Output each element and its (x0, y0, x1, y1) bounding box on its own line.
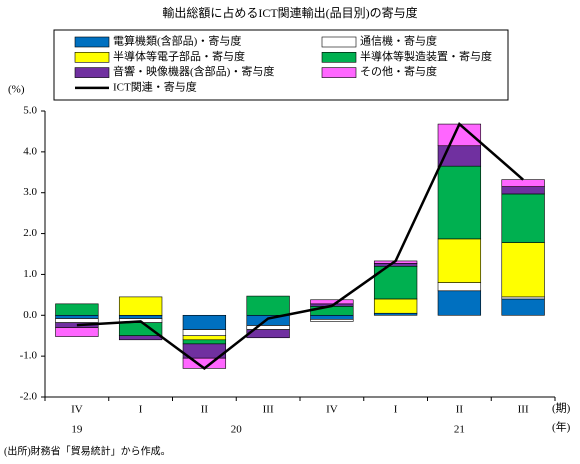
legend-label: 電算機類(含部品)・寄与度 (113, 34, 241, 48)
x-tick-label: IV (71, 404, 83, 416)
group-label: 20 (231, 424, 243, 436)
legend-box (53, 29, 509, 101)
x-tick-label: I (139, 404, 143, 416)
legend-label: 通信機・寄与度 (360, 34, 437, 48)
legend-swatch (74, 67, 110, 78)
group-label: 21 (454, 424, 465, 436)
bar-segment (55, 303, 99, 316)
y-tick-label: -2.0 (20, 391, 38, 403)
bar-segment (373, 298, 418, 314)
bar-segment (310, 319, 354, 322)
x-tick-label: II (456, 404, 464, 416)
bar-segment (501, 296, 545, 300)
bar-segment (118, 296, 163, 316)
chart-title: 輸出総額に占めるICT関連輸出(品目別)の寄与度 (162, 5, 417, 20)
legend-swatch (321, 67, 357, 78)
bar-segment (437, 290, 482, 316)
legend-label: ICT関連・寄与度 (113, 79, 197, 93)
y-tick-label: -1.0 (20, 350, 38, 362)
bar-segment (55, 314, 99, 319)
x-tick-label: III (518, 404, 529, 416)
bar-segment (246, 295, 290, 316)
legend-swatch (321, 36, 357, 48)
bar-segment (501, 193, 545, 243)
y-tick-label: 0.0 (23, 309, 37, 321)
legend-label: 半導体等電子部品・寄与度 (113, 49, 245, 63)
x-tick-label: II (201, 404, 209, 416)
source-note: (出所)財務省「貿易統計」から作成。 (4, 444, 171, 457)
bar-segment (373, 263, 418, 267)
bar-segment (55, 327, 99, 337)
legend-swatch (74, 51, 110, 63)
legend-swatch (74, 36, 110, 48)
group-unit: (年) (552, 420, 571, 434)
bar-segment (437, 165, 482, 240)
bar-segment (118, 314, 163, 319)
y-unit: (%) (8, 84, 25, 96)
bar-segment (501, 179, 545, 187)
y-tick-label: 3.0 (23, 186, 37, 198)
legend-label: その他・寄与度 (360, 64, 437, 78)
bar-segment (310, 314, 354, 320)
legend-swatch (321, 51, 357, 63)
bar-segment (55, 318, 99, 323)
bar-segment (310, 299, 354, 305)
y-tick-label: 2.0 (23, 227, 37, 239)
x-unit: (期) (552, 402, 571, 415)
y-tick-label: 4.0 (23, 145, 37, 157)
x-tick-label: IV (326, 404, 338, 416)
bar-segment (118, 335, 163, 341)
group-label: 19 (71, 424, 83, 436)
line-series (76, 122, 524, 370)
bar-segment (501, 186, 545, 195)
bar-segment (437, 238, 482, 283)
x-tick-label: I (394, 404, 398, 416)
y-tick-label: 1.0 (23, 268, 37, 280)
bar-segment (373, 312, 418, 316)
bar-segment (501, 242, 545, 298)
legend-label: 音響・映像機器(含部品)・寄与度 (113, 64, 274, 78)
bar-segment (437, 123, 482, 147)
y-tick-label: 5.0 (23, 105, 37, 117)
bar-segment (437, 282, 482, 292)
bar-segment (182, 335, 227, 341)
bar-segment (182, 339, 227, 345)
bar-segment (182, 329, 227, 337)
bar-segment (182, 314, 227, 330)
legend-label: 半導体等製造装置・寄与度 (360, 49, 492, 63)
x-tick-label: III (263, 404, 274, 416)
bar-segment (501, 298, 545, 316)
